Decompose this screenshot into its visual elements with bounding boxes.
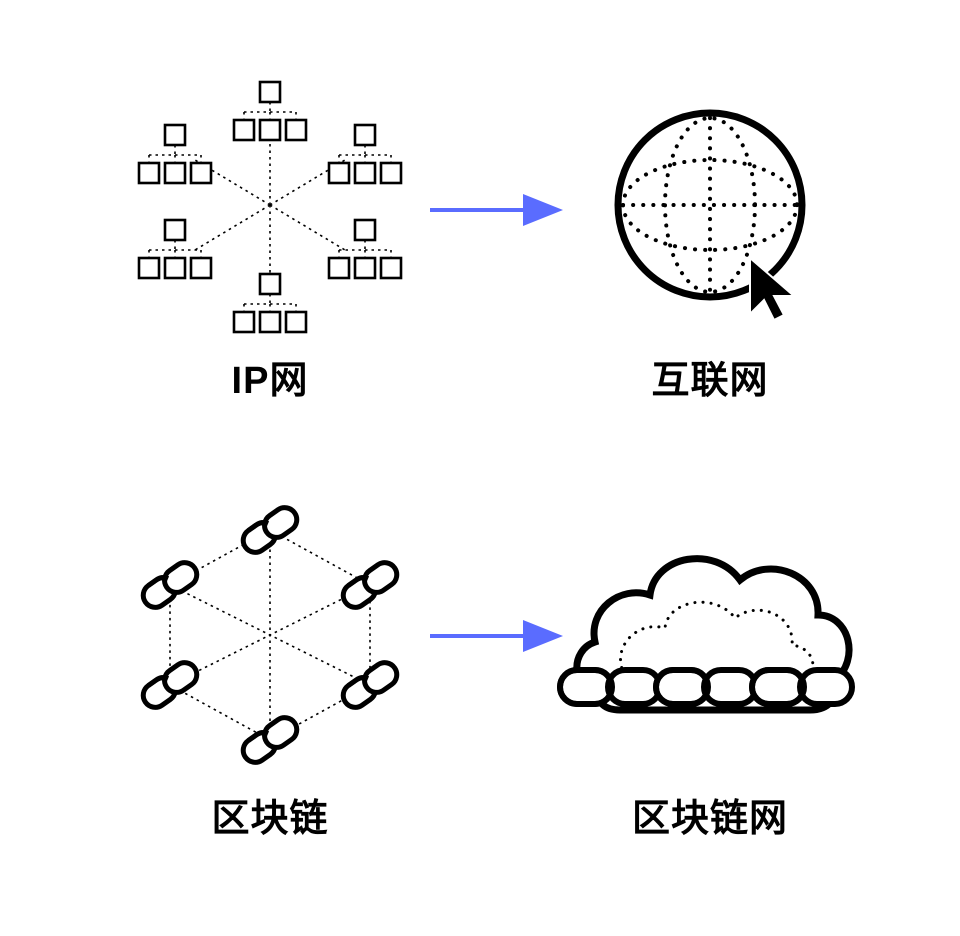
cell-internet: 互联网 [580, 90, 840, 400]
diagram-canvas: IP网 互联网 [0, 0, 960, 936]
label-internet: 互联网 [651, 362, 768, 400]
internet-icon [600, 90, 820, 340]
cell-blockchain: 区块链 [120, 490, 420, 838]
label-ip-network: IP网 [232, 362, 309, 400]
blockchain-net-icon [540, 500, 880, 770]
blockchain-icon [120, 490, 420, 770]
cell-ip-network: IP网 [120, 70, 420, 400]
label-blockchain-net: 区块链网 [632, 800, 788, 838]
label-blockchain: 区块链 [211, 800, 328, 838]
ip-network-icon [120, 70, 420, 340]
cell-blockchain-net: 区块链网 [540, 500, 880, 838]
